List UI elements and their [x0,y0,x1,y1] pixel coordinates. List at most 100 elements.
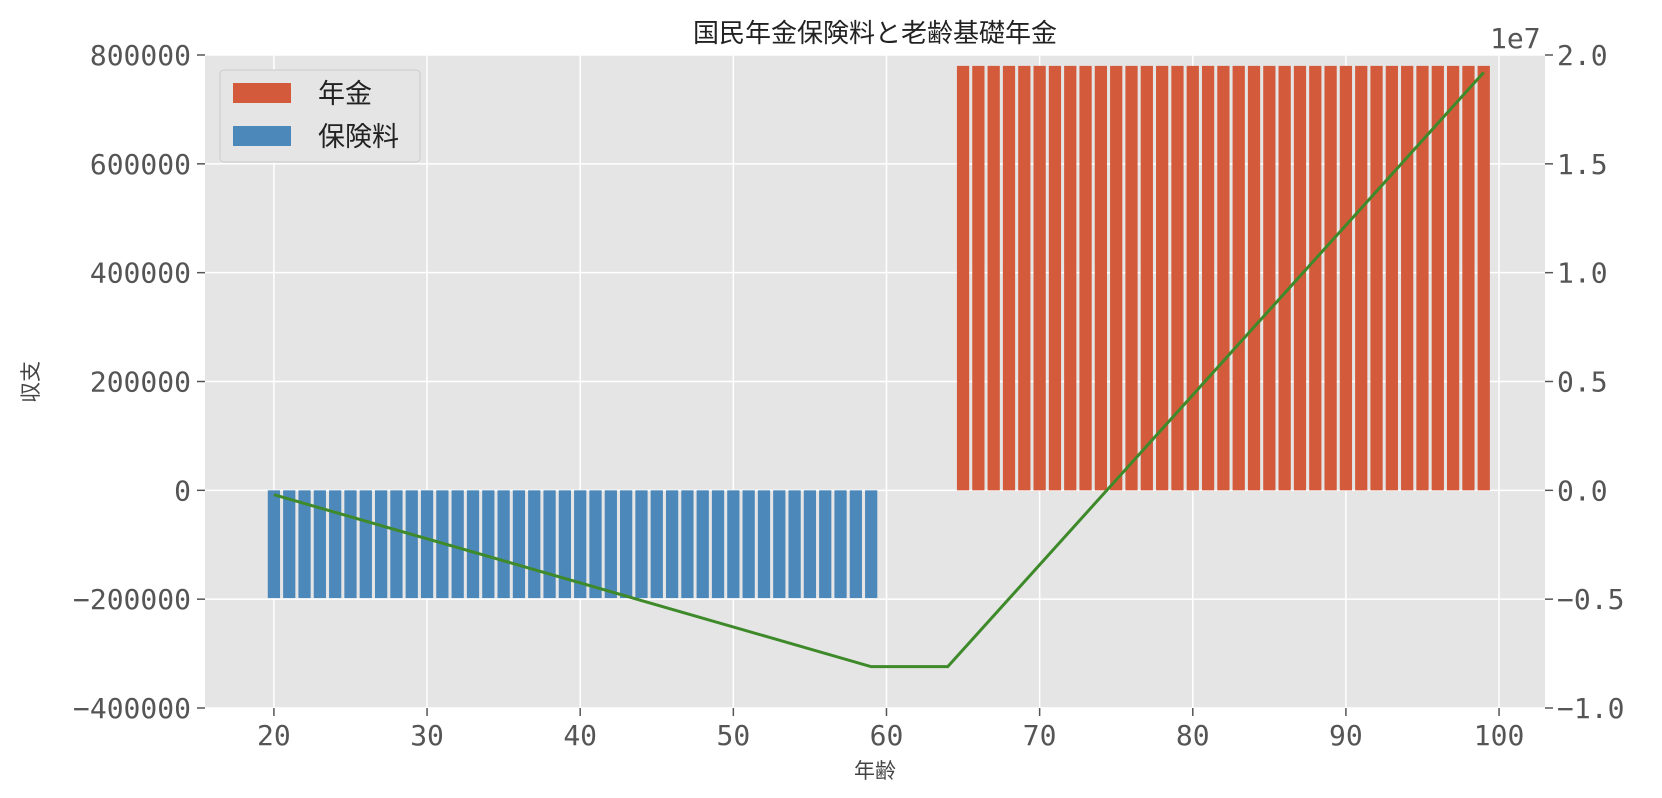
bar-age-45 [650,490,663,599]
y-tick-label: 0 [174,474,191,507]
bar-age-46 [665,490,679,599]
bar-age-77 [1140,65,1153,491]
bar-age-55 [803,490,817,599]
bar-age-93 [1385,65,1398,491]
y2-tick-label: 0.5 [1557,366,1608,399]
legend-label-pension: 年金 [318,79,372,110]
bar-age-24 [329,490,342,599]
y-tick-label: 600000 [90,148,191,181]
bar-age-56 [819,490,832,599]
bar-age-44 [635,490,648,599]
bar-age-30 [420,490,434,599]
right-axis-offset: 1e7 [1490,22,1541,55]
bar-age-25 [344,490,357,599]
bar-age-97 [1446,65,1460,491]
legend-swatch-pension [233,83,291,103]
y2-tick-label: −0.5 [1557,583,1624,616]
bar-age-52 [757,490,771,599]
bar-age-53 [773,490,786,599]
bar-age-41 [589,490,602,599]
x-tick-label: 80 [1176,719,1210,752]
bar-age-23 [313,490,326,599]
bar-age-85 [1263,65,1276,491]
bar-age-94 [1401,65,1414,491]
bar-age-76 [1125,65,1138,491]
bar-age-68 [1002,65,1016,491]
bar-age-75 [1110,65,1123,491]
bar-age-86 [1278,65,1291,491]
x-tick-label: 70 [1023,719,1057,752]
y2-tick-label: 0.0 [1557,474,1608,507]
bar-age-50 [727,490,740,599]
y2-tick-label: 1.0 [1557,257,1608,290]
bar-age-36 [512,490,526,599]
bar-age-20 [267,490,281,599]
bar-age-51 [742,490,755,599]
bar-age-38 [543,490,556,599]
bar-age-22 [298,490,311,599]
bar-age-65 [956,65,970,491]
bar-age-47 [681,490,694,599]
y2-tick-label: 1.5 [1557,148,1608,181]
bar-age-35 [497,490,510,599]
y-axis-ticks-left: −400000 −200000 0 200000 400000 600000 800000 [73,39,205,725]
bar-age-34 [482,490,495,599]
x-tick-label: 30 [410,719,444,752]
y-axis-ticks-right: −1.0 −0.5 0.0 0.5 1.0 1.5 2.0 [1545,39,1624,725]
bar-age-78 [1156,65,1169,491]
bar-age-82 [1217,65,1230,491]
x-axis-label: 年齢 [854,759,896,783]
bar-age-99 [1477,65,1490,491]
y2-tick-label: 2.0 [1557,39,1608,72]
y-axis-label: 収支 [19,361,43,403]
bar-age-69 [1018,65,1031,491]
pension-bars [956,65,1490,491]
bar-age-58 [849,490,862,599]
x-tick-label: 60 [870,719,904,752]
bar-age-90 [1339,65,1353,491]
bar-age-89 [1324,65,1337,491]
bar-age-81 [1201,65,1215,491]
bar-age-27 [374,490,388,599]
y-tick-label: −200000 [73,583,191,616]
x-tick-label: 40 [563,719,597,752]
x-tick-label: 20 [257,719,291,752]
chart-title: 国民年金保険料と老齢基礎年金 [693,19,1057,49]
bar-age-37 [528,490,541,599]
bar-age-57 [834,490,847,599]
bar-age-95 [1416,65,1429,491]
bar-age-92 [1370,65,1383,491]
bar-age-21 [283,490,296,599]
bar-age-42 [604,490,617,599]
y-tick-label: 800000 [90,39,191,72]
y-tick-label: −400000 [73,692,191,725]
bar-age-48 [696,490,709,599]
bar-age-84 [1247,65,1261,491]
bar-age-29 [405,490,418,599]
bar-age-70 [1033,65,1046,491]
bar-age-26 [359,490,372,599]
bar-age-43 [620,490,633,599]
bar-age-80 [1186,65,1199,491]
x-axis-ticks: 20 30 40 50 60 70 80 90 100 [257,708,1524,752]
x-tick-label: 100 [1474,719,1525,752]
bar-age-28 [390,490,403,599]
bar-age-73 [1079,65,1092,491]
bar-age-39 [558,490,572,599]
legend-label-premium: 保険料 [318,122,399,153]
bar-age-98 [1462,65,1475,491]
premium-bars [267,490,878,599]
bar-age-32 [451,490,464,599]
bar-age-88 [1309,65,1322,491]
bar-age-66 [972,65,985,491]
y-tick-label: 400000 [90,257,191,290]
bar-age-49 [711,490,725,599]
x-tick-label: 50 [716,719,750,752]
bar-age-74 [1094,65,1108,491]
bar-age-71 [1048,65,1062,491]
bar-age-83 [1232,65,1245,491]
cumulative-line [273,71,1485,669]
bar-age-54 [788,490,801,599]
bar-age-40 [574,490,587,599]
